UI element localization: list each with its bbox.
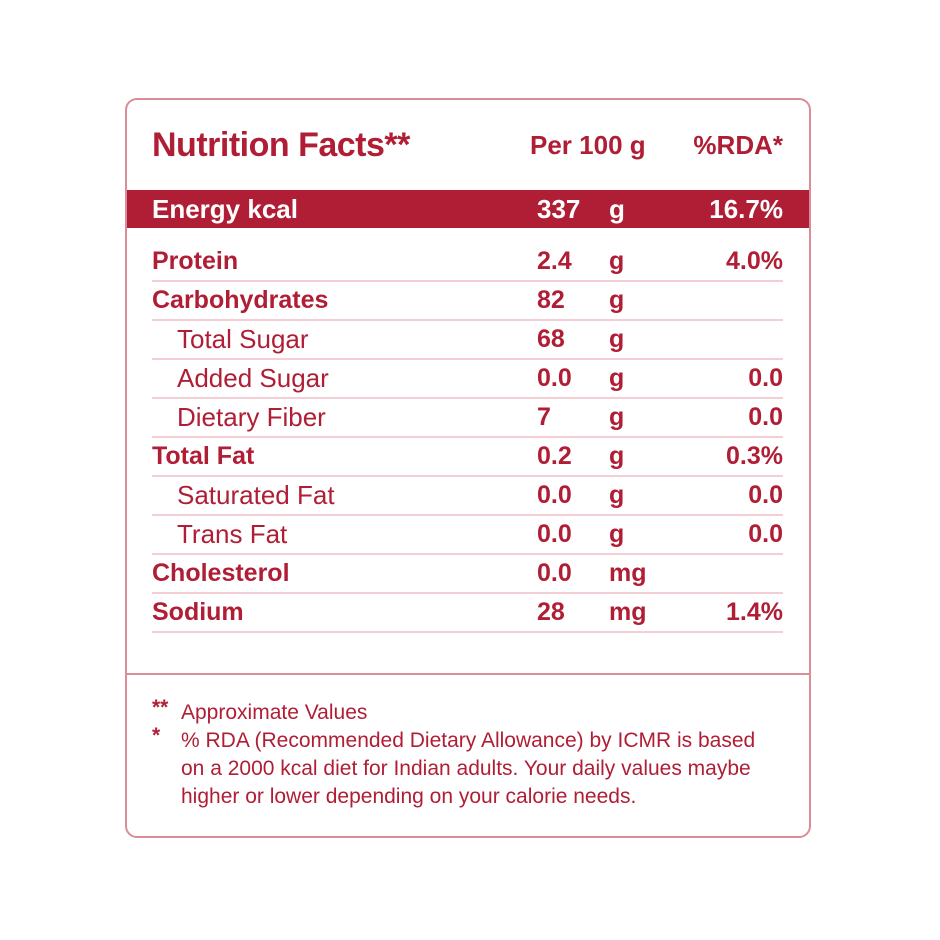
table-row-saturated-fat: Saturated Fat 0.0 g 0.0 <box>152 477 783 516</box>
nutrient-label: Saturated Fat <box>177 480 335 510</box>
nutrient-rda: 1.4% <box>726 598 783 626</box>
nutrient-value: 0.0 <box>537 364 572 392</box>
nutrient-label: Carbohydrates <box>152 286 329 314</box>
nutrient-unit: g <box>609 247 625 275</box>
table-row-sodium: Sodium 28 mg 1.4% <box>152 594 783 633</box>
nutrient-rda: 0.0 <box>748 481 783 509</box>
energy-unit: g <box>609 193 625 224</box>
nutrient-unit: g <box>609 442 625 470</box>
table-row-trans-fat: Trans Fat 0.0 g 0.0 <box>152 516 783 555</box>
table-row-total-sugar: Total Sugar 68 g <box>152 321 783 360</box>
nutrient-rda: 0.0 <box>748 403 783 431</box>
footnote-approximate-values: ** Approximate Values <box>152 696 779 727</box>
column-header-per-100g: Per 100 g <box>530 129 646 160</box>
nutrient-value: 7 <box>537 403 551 431</box>
nutrient-label: Sodium <box>152 598 244 626</box>
nutrient-table: Protein 2.4 g 4.0% Carbohydrates 82 g To… <box>127 228 809 633</box>
nutrient-value: 0.2 <box>537 442 572 470</box>
nutrient-value: 0.0 <box>537 481 572 509</box>
footnote-text: % RDA (Recommended Dietary Allowance) by… <box>181 729 756 808</box>
nutrient-value: 28 <box>537 598 565 626</box>
footnote-rda-explanation: * % RDA (Recommended Dietary Allowance) … <box>152 724 779 811</box>
table-row-cholesterol: Cholesterol 0.0 mg <box>152 555 783 594</box>
double-asterisk-marker: ** <box>152 696 169 719</box>
page-title: Nutrition Facts** <box>152 125 410 164</box>
nutrient-label: Protein <box>152 247 239 275</box>
nutrient-unit: g <box>609 286 625 314</box>
nutrient-rda: 0.0 <box>748 520 783 548</box>
nutrient-label: Total Fat <box>152 442 255 470</box>
nutrient-unit: g <box>609 481 625 509</box>
energy-row: Energy kcal 337 g 16.7% <box>127 190 809 228</box>
nutrient-unit: mg <box>609 559 647 587</box>
column-header-rda: %RDA* <box>693 129 783 160</box>
nutrition-facts-card: Nutrition Facts** Per 100 g %RDA* Energy… <box>125 98 811 838</box>
nutrient-unit: g <box>609 364 625 392</box>
nutrient-unit: g <box>609 403 625 431</box>
nutrient-label: Trans Fat <box>177 519 288 549</box>
nutrient-unit: g <box>609 325 625 353</box>
nutrient-value: 2.4 <box>537 247 572 275</box>
nutrient-label: Dietary Fiber <box>177 402 326 432</box>
nutrient-value: 0.0 <box>537 559 572 587</box>
nutrient-value: 0.0 <box>537 520 572 548</box>
nutrient-value: 68 <box>537 325 565 353</box>
table-row-dietary-fiber: Dietary Fiber 7 g 0.0 <box>152 399 783 438</box>
nutrient-value: 82 <box>537 286 565 314</box>
nutrient-unit: mg <box>609 598 647 626</box>
table-row-carbohydrates: Carbohydrates 82 g <box>152 282 783 321</box>
table-row-protein: Protein 2.4 g 4.0% <box>152 243 783 282</box>
table-header: Nutrition Facts** Per 100 g %RDA* <box>127 100 809 190</box>
nutrient-rda: 0.3% <box>726 442 783 470</box>
table-row-total-fat: Total Fat 0.2 g 0.3% <box>152 438 783 477</box>
energy-label: Energy kcal <box>152 193 298 224</box>
footnote-text: Approximate Values <box>181 701 368 724</box>
table-row-added-sugar: Added Sugar 0.0 g 0.0 <box>152 360 783 399</box>
footnotes: ** Approximate Values * % RDA (Recommend… <box>127 675 809 811</box>
asterisk-marker: * <box>152 724 161 747</box>
nutrient-unit: g <box>609 520 625 548</box>
footer-divider <box>127 673 809 675</box>
nutrient-rda: 4.0% <box>726 247 783 275</box>
nutrient-label: Cholesterol <box>152 559 290 587</box>
nutrient-label: Total Sugar <box>177 324 309 354</box>
nutrient-label: Added Sugar <box>177 363 329 393</box>
energy-rda: 16.7% <box>709 193 783 224</box>
energy-value: 337 <box>537 193 581 224</box>
nutrient-rda: 0.0 <box>748 364 783 392</box>
